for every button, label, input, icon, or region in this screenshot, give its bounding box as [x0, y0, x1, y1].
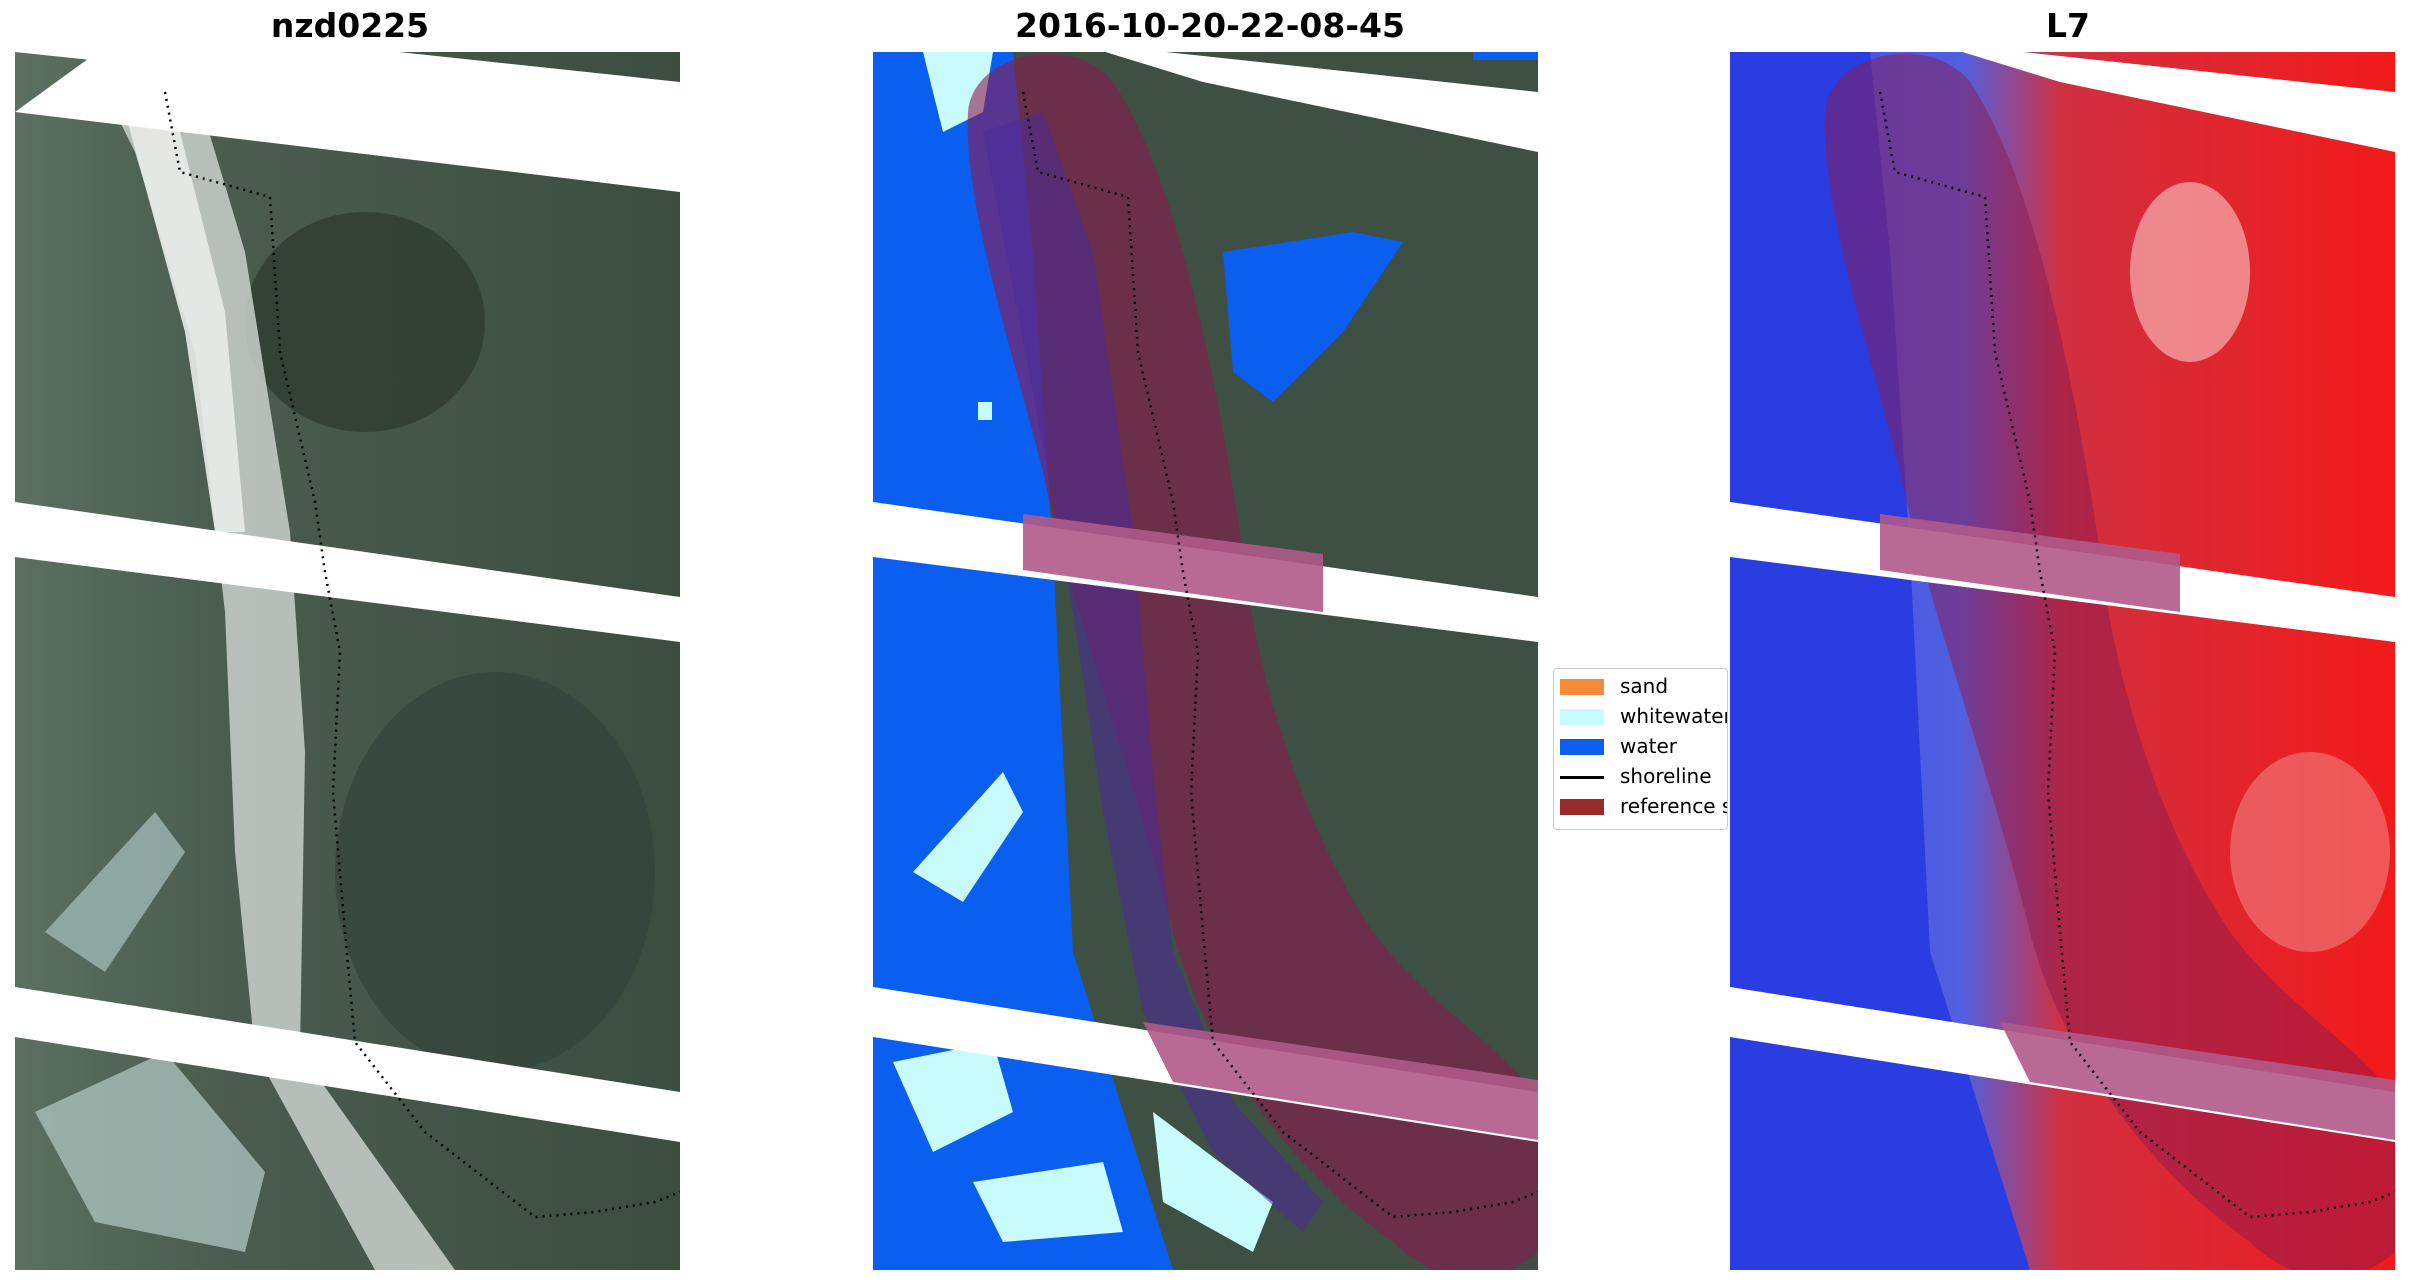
whitewater-swatch	[1560, 709, 1604, 725]
index-image-panel	[1730, 52, 2395, 1270]
legend-item-water: water	[1554, 731, 1727, 761]
legend-item-whitewater: whitewater	[1554, 701, 1728, 731]
reference-buffer	[1824, 53, 2395, 1270]
panel-title-3: L7	[2046, 6, 2090, 45]
legend-label-water: water	[1620, 734, 1677, 758]
water-swatch	[1560, 739, 1604, 755]
rgb-image	[15, 52, 680, 1270]
legend-label-reference: reference shoreline buffer	[1620, 794, 1727, 818]
reference-swatch	[1560, 799, 1604, 815]
classified-image	[873, 52, 1538, 1270]
legend-label-shoreline: shoreline	[1620, 764, 1712, 788]
panel-title-2: 2016-10-20-22-08-45	[1015, 6, 1405, 45]
rgb-image-panel	[15, 52, 680, 1270]
reference-buffer	[967, 53, 1538, 1270]
legend-label-whitewater: whitewater	[1620, 704, 1728, 728]
classified-image-panel	[873, 52, 1538, 1270]
sand-swatch	[1560, 679, 1604, 695]
legend-item-reference: reference shoreline buffer	[1554, 791, 1727, 821]
legend-label-sand: sand	[1620, 674, 1669, 698]
shoreline-line-swatch	[1560, 776, 1604, 779]
legend-item-sand: sand	[1554, 671, 1727, 701]
panel-title-1: nzd0225	[270, 6, 430, 45]
index-image	[1730, 52, 2395, 1270]
legend-item-shoreline: shoreline	[1554, 761, 1727, 791]
legend: sand whitewater water shoreline referenc…	[1553, 668, 1728, 830]
